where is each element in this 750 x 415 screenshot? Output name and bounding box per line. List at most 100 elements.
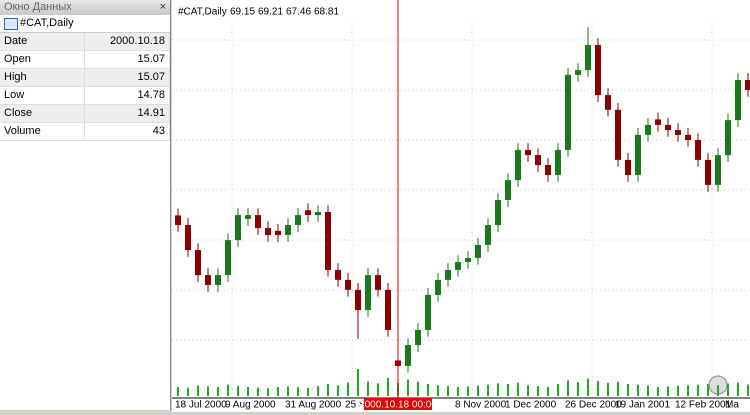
field-value: 14.91 — [85, 105, 170, 122]
volume-bar — [657, 387, 659, 396]
field-name: Volume — [0, 123, 85, 140]
candle-body — [375, 275, 381, 290]
candle-body — [705, 159, 711, 185]
candle-body — [325, 212, 331, 270]
volume-bar — [427, 384, 429, 396]
data-row: High 15.07 — [0, 69, 170, 87]
candle-body — [185, 225, 191, 251]
volume-bar — [717, 385, 719, 396]
candle-body — [245, 215, 251, 219]
candle-body — [515, 149, 521, 181]
candle-body — [335, 269, 341, 280]
volume-bar — [567, 380, 569, 396]
volume-bar — [317, 386, 319, 396]
candle-body — [385, 289, 391, 330]
x-tick-label: Ma — [725, 400, 739, 411]
volume-bar — [277, 387, 279, 396]
chart: #CAT,Daily 69.15 69.21 67.46 68.81 18 Jul 20… — [172, 0, 750, 412]
symbol-row: #CAT,Daily — [0, 15, 170, 33]
volume-bar — [387, 378, 389, 396]
volume-bar — [287, 386, 289, 396]
volume-bar — [337, 385, 339, 396]
panel-title: Окно Данных × — [0, 0, 170, 15]
candle-body — [345, 279, 351, 290]
volume-bar — [517, 382, 519, 396]
volume-bar — [367, 381, 369, 396]
header-value: 69.21 — [258, 7, 283, 18]
data-row: Close 14.91 — [0, 105, 170, 123]
candle-body — [695, 140, 701, 160]
volume-bar — [547, 387, 549, 396]
candle-body — [285, 225, 291, 235]
candle-body — [415, 329, 421, 346]
candle-body — [545, 165, 551, 175]
close-button[interactable]: × — [159, 1, 166, 13]
volume-bar — [677, 385, 679, 396]
candle-body — [495, 200, 501, 226]
candle-body — [435, 279, 441, 295]
volume-bar — [577, 382, 579, 396]
field-name: High — [0, 69, 85, 86]
candle-body — [235, 215, 241, 241]
candle-body — [225, 240, 231, 276]
volume-bar — [307, 387, 309, 396]
candle-body — [575, 70, 581, 75]
volume-bar — [527, 385, 529, 396]
volume-bar — [327, 384, 329, 396]
chart-title: #CAT,Daily — [178, 7, 227, 18]
candle-body — [635, 134, 641, 175]
volume-bar — [497, 383, 499, 396]
candle-body — [725, 120, 731, 156]
candle-body — [605, 95, 611, 110]
x-tick-label: 9 Aug 2000 — [225, 400, 276, 411]
candle-body — [295, 215, 301, 226]
candle-body — [485, 225, 491, 245]
volume-bar — [267, 388, 269, 396]
header-value: 67.46 — [286, 7, 311, 18]
x-tick-label: 18 Jul 2000 — [175, 400, 227, 411]
volume-bar — [747, 384, 749, 396]
volume-bar — [557, 384, 559, 396]
volume-bar — [227, 384, 229, 396]
field-value: 2000.10.18 — [85, 33, 170, 50]
field-value: 43 — [85, 123, 170, 140]
candle-body — [275, 230, 281, 235]
volume-bar — [207, 386, 209, 396]
candle-body — [595, 45, 601, 96]
volume-bar — [727, 383, 729, 396]
x-tick-label: 8 Nov 2000 — [455, 400, 507, 411]
candle-body — [535, 155, 541, 166]
volume-bar — [597, 381, 599, 396]
candle-body — [505, 180, 511, 200]
candle-body — [175, 215, 181, 226]
volume-bar — [347, 382, 349, 396]
candle-body — [675, 130, 681, 135]
volume-bar — [437, 385, 439, 396]
volume-bar — [607, 382, 609, 396]
volume-bar — [587, 378, 589, 396]
volume-bar — [507, 384, 509, 396]
volume-bar — [627, 384, 629, 396]
volume-bar — [467, 386, 469, 396]
x-tick-label: 1 Dec 2000 — [505, 400, 557, 411]
candle-body — [475, 244, 481, 258]
candle-body — [465, 257, 471, 263]
candle-body — [405, 345, 411, 366]
candle-body — [365, 275, 371, 311]
volume-bar — [487, 384, 489, 396]
volume-bar — [177, 387, 179, 396]
title-text: Окно Данных — [4, 1, 72, 13]
volume-bar — [667, 386, 669, 396]
rows: Date 2000.10.18 Open 15.07 High 15.07 Low 14.78… — [0, 33, 170, 141]
candle-body — [315, 212, 321, 216]
data-row: Volume 43 — [0, 123, 170, 141]
candle-body — [455, 262, 461, 270]
candle-body — [445, 269, 451, 280]
volume-bar — [537, 386, 539, 396]
data-window: Окно Данных × #CAT,Daily Date 2000.10.18 Op… — [0, 0, 171, 410]
candle-body — [685, 134, 691, 140]
volume-bar — [197, 385, 199, 396]
volume-bar — [637, 384, 639, 396]
candle-body — [715, 155, 721, 185]
candle-body — [565, 74, 571, 150]
